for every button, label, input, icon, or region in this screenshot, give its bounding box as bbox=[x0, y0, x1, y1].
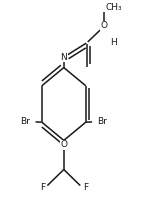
Text: F: F bbox=[40, 183, 45, 192]
Text: O: O bbox=[60, 140, 67, 149]
Text: Br: Br bbox=[98, 117, 107, 126]
Text: Br: Br bbox=[20, 117, 30, 126]
Text: F: F bbox=[83, 183, 88, 192]
Text: H: H bbox=[110, 38, 116, 47]
Text: O: O bbox=[101, 21, 108, 31]
Text: N: N bbox=[60, 53, 67, 62]
Text: CH₃: CH₃ bbox=[105, 3, 122, 12]
